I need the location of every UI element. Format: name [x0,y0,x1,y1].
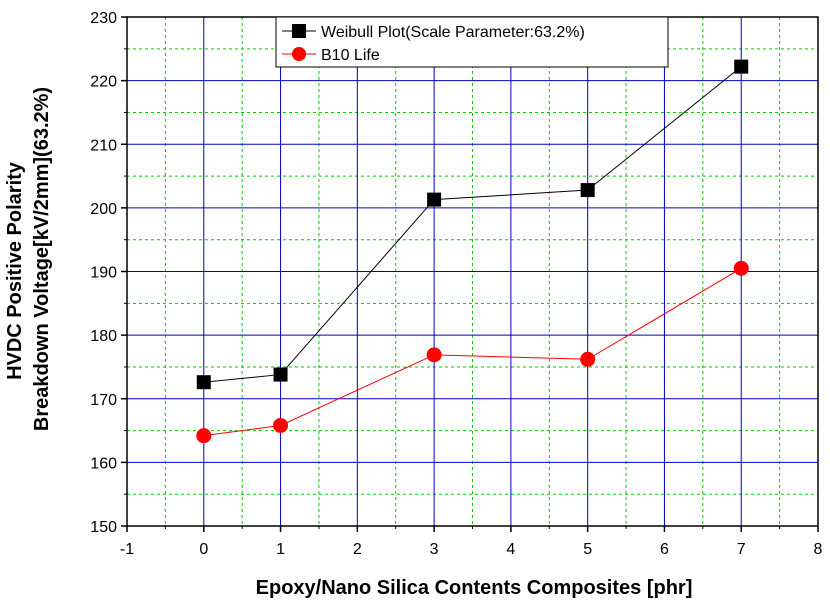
x-tick-label: 2 [353,541,362,558]
legend: Weibull Plot(Scale Parameter:63.2%) B10 … [275,16,669,68]
axis-ticks [121,16,819,532]
data-point-circle [196,428,212,444]
x-tick-label: -1 [120,541,134,558]
x-tick-label: 8 [814,541,823,558]
x-axis-title: Epoxy/Nano Silica Contents Composites [p… [256,577,693,599]
y-tick-label: 180 [90,328,117,345]
y-axis-title-line1: HVDC Positive Polarity [4,161,26,380]
legend-box [275,16,669,68]
x-tick-label: 4 [506,541,515,558]
data-point-circle [580,351,596,367]
major-grid [127,17,818,526]
x-tick-label: 7 [737,541,746,558]
legend-marker-weibull [292,24,306,38]
y-tick-label: 210 [90,137,117,154]
y-tick-label: 170 [90,392,117,409]
y-tick-label: 190 [90,265,117,282]
legend-label-weibull: Weibull Plot(Scale Parameter:63.2%) [321,24,585,41]
y-tick-label: 160 [90,455,117,472]
x-tick-label: 6 [660,541,669,558]
data-point-square [734,59,749,74]
data-point-square [580,183,595,198]
data-point-square [427,192,442,207]
y-tick-label: 230 [90,10,117,27]
x-tick-label: 3 [430,541,439,558]
tick-labels: -1 0 1 2 3 4 5 6 7 8 150 160 170 180 190 200 210 220 230 [90,10,822,558]
legend-label-b10: B10 Life [321,47,380,64]
data-point-circle [273,417,289,433]
data-point-circle [426,347,442,363]
series-layer [196,59,749,444]
x-tick-label: 5 [583,541,592,558]
y-tick-label: 150 [90,519,117,536]
data-point-circle [733,260,749,276]
x-tick-label: 1 [276,541,285,558]
y-tick-label: 220 [90,74,117,91]
legend-marker-b10 [292,47,306,61]
y-tick-label: 200 [90,201,117,218]
data-point-square [196,375,211,390]
data-point-square [273,367,288,382]
x-tick-label: 0 [199,541,208,558]
y-axis-title-line2: Breakdown Voltage[kV/2mm](63.2%) [31,87,53,431]
